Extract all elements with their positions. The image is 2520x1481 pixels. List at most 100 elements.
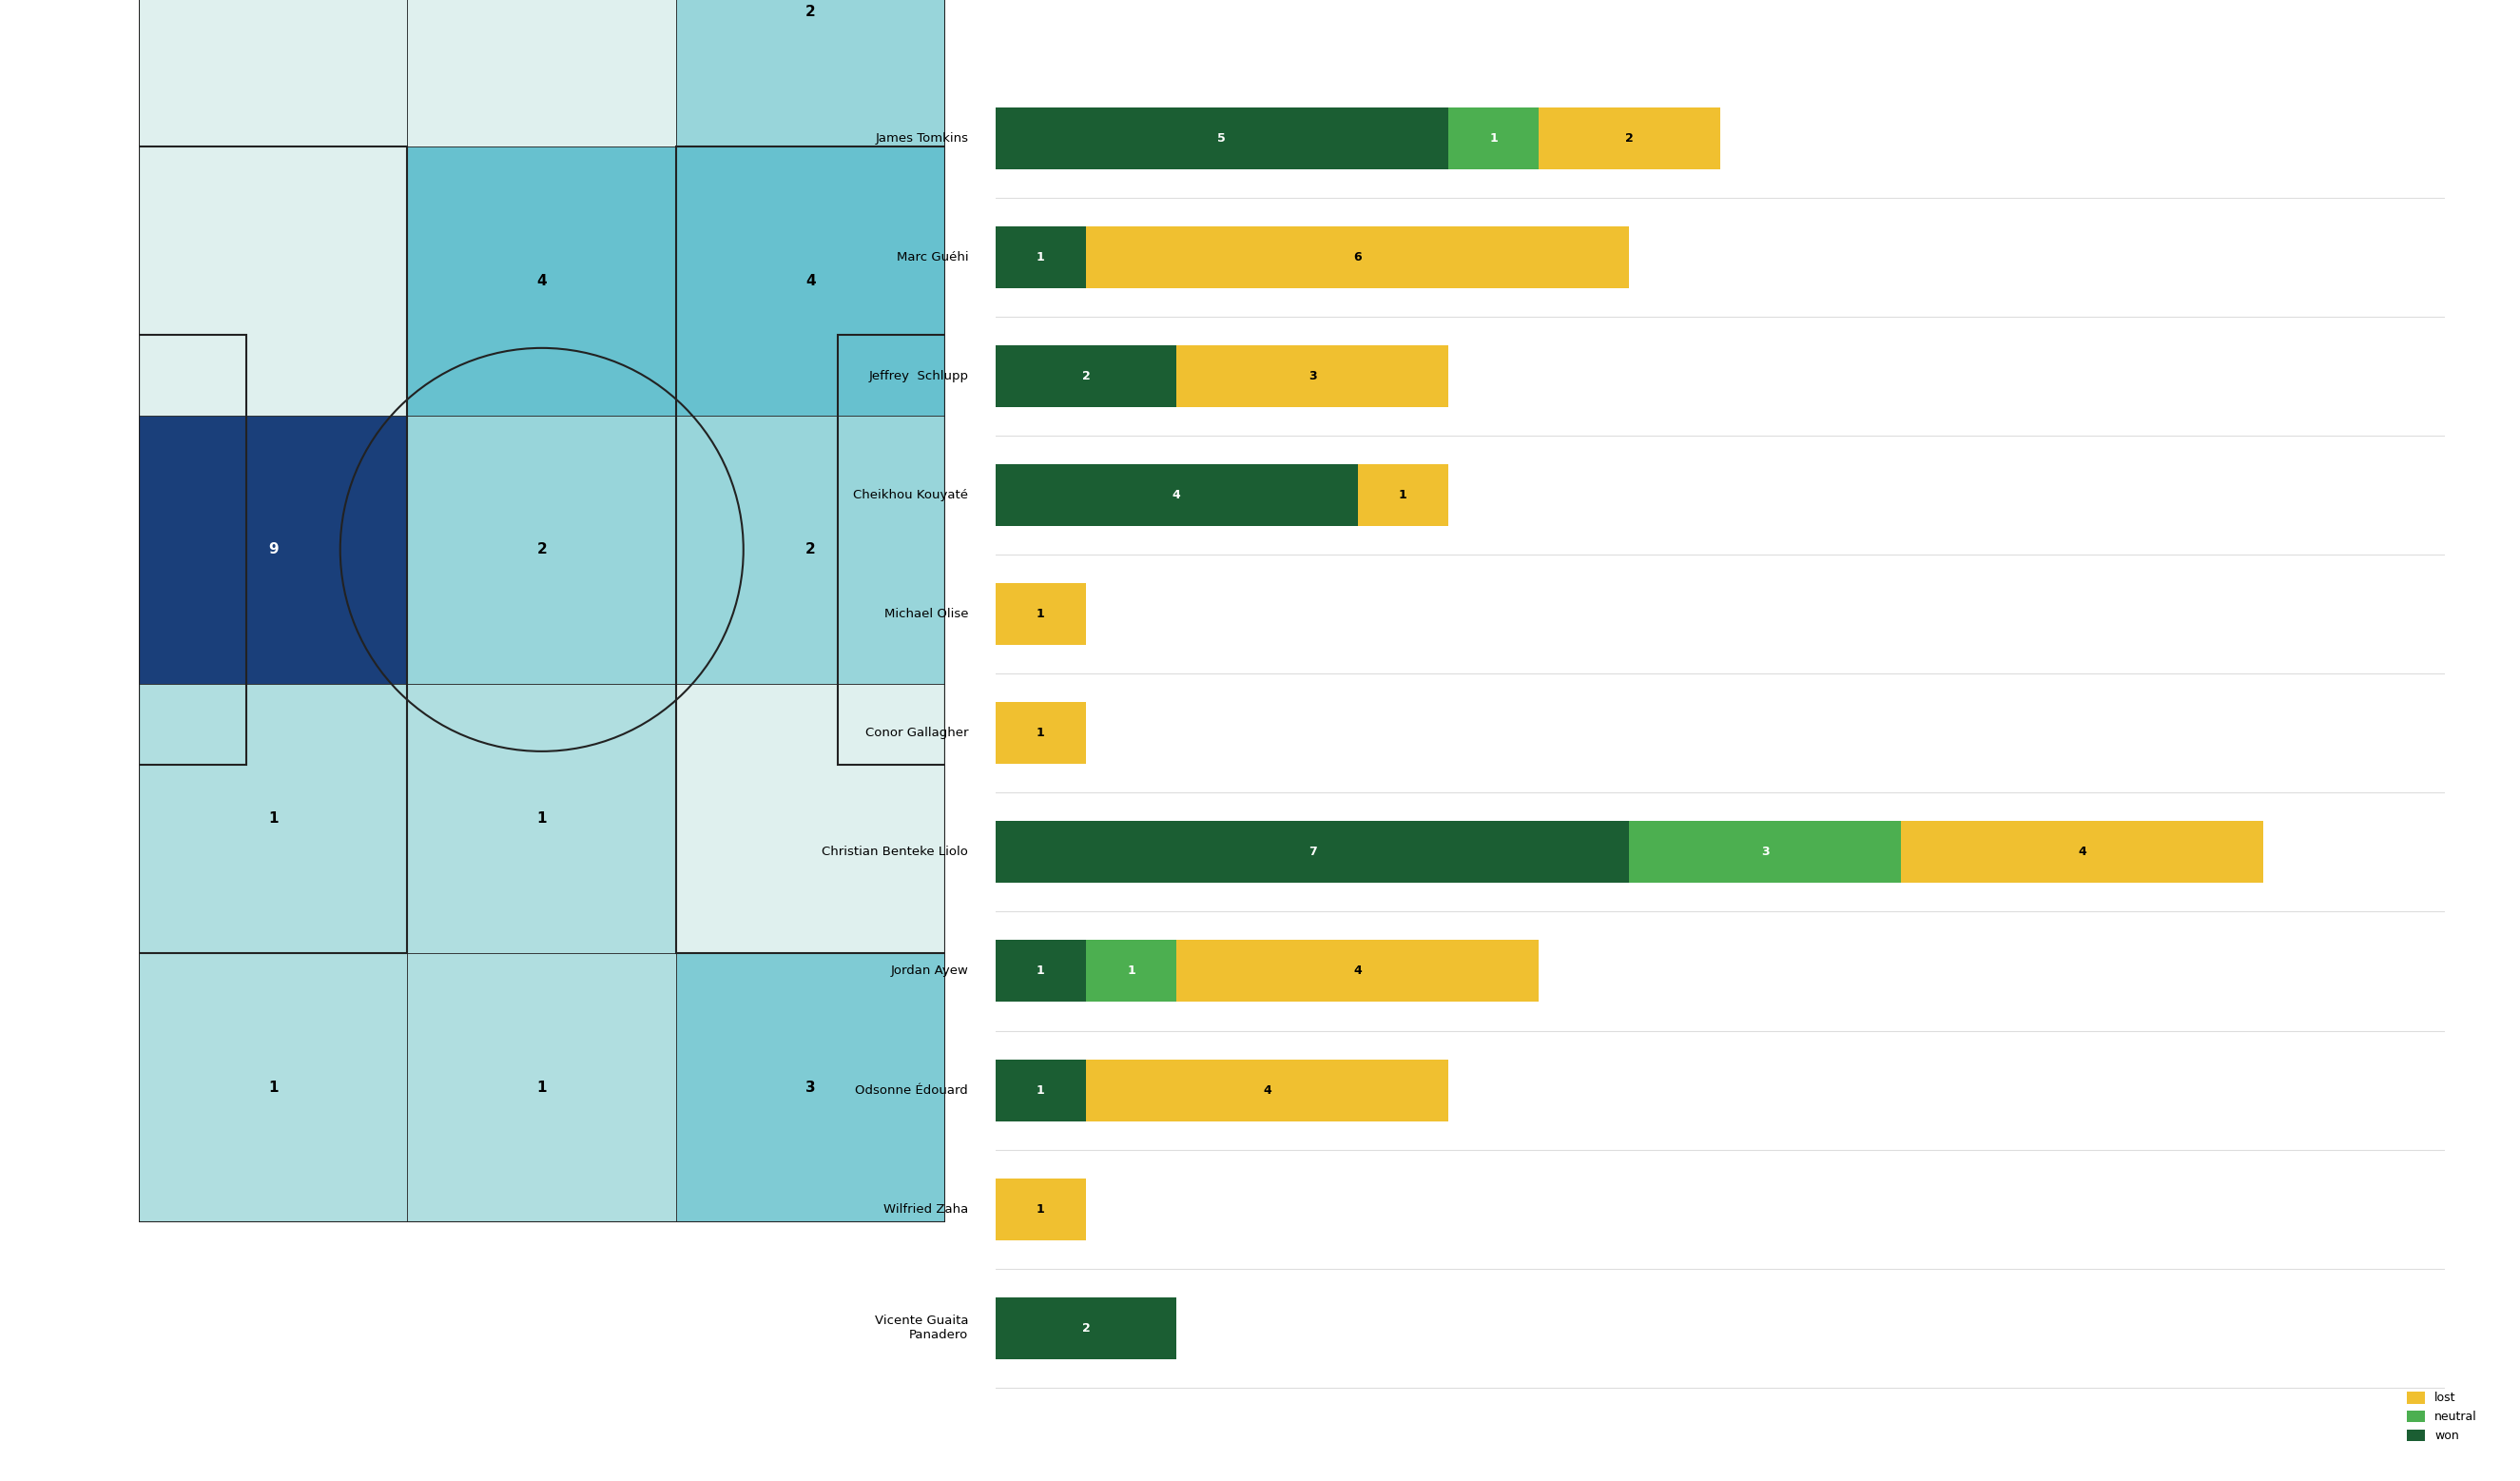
Text: 6: 6 bbox=[1353, 250, 1361, 264]
Text: Cheikhou Kouyaté: Cheikhou Kouyaté bbox=[854, 489, 968, 501]
Text: 1: 1 bbox=[1036, 250, 1046, 264]
Bar bbox=[675, 684, 945, 952]
Text: 2: 2 bbox=[267, 517, 277, 532]
Bar bbox=[1540, 107, 1719, 169]
Text: 4: 4 bbox=[537, 249, 547, 262]
Bar bbox=[1900, 820, 2263, 883]
Bar bbox=[675, 121, 945, 390]
Bar bbox=[139, 0, 408, 121]
Bar bbox=[675, 147, 945, 952]
Text: Wilfried Zaha: Wilfried Zaha bbox=[885, 1203, 968, 1216]
Bar bbox=[675, 390, 945, 659]
Text: 3: 3 bbox=[537, 517, 547, 532]
Bar bbox=[1177, 940, 1540, 1003]
Bar bbox=[675, 0, 945, 390]
Bar bbox=[995, 227, 1086, 287]
Bar bbox=[139, 415, 408, 684]
Text: 1: 1 bbox=[1036, 727, 1046, 739]
Text: 1: 1 bbox=[1036, 966, 1046, 977]
Bar bbox=[995, 820, 1630, 883]
Text: Vicente Guaita
Panadero: Vicente Guaita Panadero bbox=[874, 1315, 968, 1342]
Bar bbox=[675, 952, 945, 1222]
Bar bbox=[408, 390, 675, 659]
Bar bbox=[139, 0, 247, 201]
Bar bbox=[139, 147, 408, 415]
Bar bbox=[995, 345, 1177, 407]
Bar bbox=[408, 684, 675, 952]
Bar bbox=[408, 415, 675, 684]
Text: Michael Olise: Michael Olise bbox=[885, 607, 968, 621]
Bar bbox=[139, 684, 408, 952]
Text: Odsonne Édouard: Odsonne Édouard bbox=[854, 1084, 968, 1096]
Bar bbox=[408, 121, 675, 390]
Text: 1: 1 bbox=[1036, 607, 1046, 621]
Bar bbox=[139, 121, 408, 390]
Text: 3: 3 bbox=[1761, 846, 1769, 859]
Bar bbox=[139, 0, 408, 390]
Text: 5: 5 bbox=[1217, 132, 1225, 144]
Bar bbox=[1177, 345, 1449, 407]
Bar bbox=[995, 702, 1086, 764]
Text: 1: 1 bbox=[1399, 489, 1406, 501]
Text: 9: 9 bbox=[267, 542, 277, 557]
Text: 1: 1 bbox=[267, 812, 277, 825]
Text: 1: 1 bbox=[1036, 1203, 1046, 1216]
Text: 4: 4 bbox=[806, 274, 816, 287]
Text: 2: 2 bbox=[806, 542, 816, 557]
Bar bbox=[408, 952, 675, 1222]
Text: 2: 2 bbox=[1081, 370, 1091, 382]
Text: 1: 1 bbox=[1489, 132, 1497, 144]
Text: Marc Guéhi: Marc Guéhi bbox=[897, 250, 968, 264]
Bar bbox=[1449, 107, 1540, 169]
Text: Conor Gallagher: Conor Gallagher bbox=[864, 727, 968, 739]
Text: 1: 1 bbox=[537, 1080, 547, 1094]
Text: 2: 2 bbox=[537, 542, 547, 557]
Bar bbox=[675, 0, 945, 147]
Text: Jeffrey  Schlupp: Jeffrey Schlupp bbox=[869, 370, 968, 382]
Legend: lost, neutral, won: lost, neutral, won bbox=[2402, 1386, 2482, 1447]
Bar bbox=[675, 415, 945, 684]
Bar bbox=[1630, 820, 1900, 883]
Text: 2: 2 bbox=[1081, 1323, 1091, 1334]
Text: James Tomkins: James Tomkins bbox=[874, 132, 968, 144]
Text: 1: 1 bbox=[1126, 966, 1137, 977]
Text: 4: 4 bbox=[1172, 489, 1182, 501]
Bar bbox=[995, 1297, 1177, 1360]
Bar bbox=[837, 335, 945, 764]
Bar bbox=[995, 1179, 1086, 1240]
Bar bbox=[995, 940, 1086, 1003]
Text: Jordan Ayew: Jordan Ayew bbox=[890, 966, 968, 977]
Bar bbox=[139, 335, 247, 764]
Bar bbox=[995, 584, 1086, 646]
Text: 4: 4 bbox=[806, 517, 816, 532]
Text: 1: 1 bbox=[1036, 1084, 1046, 1096]
Text: 1: 1 bbox=[537, 812, 547, 825]
Bar bbox=[675, 0, 945, 121]
Bar bbox=[1358, 464, 1449, 526]
Bar bbox=[675, 147, 945, 415]
Bar bbox=[995, 1059, 1086, 1121]
Bar bbox=[139, 147, 408, 952]
Bar bbox=[995, 464, 1358, 526]
Text: 4: 4 bbox=[1353, 966, 1361, 977]
Bar bbox=[837, 0, 945, 201]
Text: 2: 2 bbox=[1625, 132, 1633, 144]
Text: 1: 1 bbox=[267, 249, 277, 262]
Text: Christian Benteke Liolo: Christian Benteke Liolo bbox=[822, 846, 968, 859]
Bar bbox=[1086, 940, 1177, 1003]
Bar bbox=[408, 0, 675, 121]
Text: 3: 3 bbox=[1308, 370, 1315, 382]
Bar bbox=[139, 952, 408, 1222]
Text: 2: 2 bbox=[806, 4, 816, 19]
Bar bbox=[995, 107, 1449, 169]
Text: 7: 7 bbox=[1308, 846, 1315, 859]
Text: 4: 4 bbox=[537, 274, 547, 287]
Text: 4: 4 bbox=[1263, 1084, 1270, 1096]
Text: 1: 1 bbox=[267, 1080, 277, 1094]
Text: 3: 3 bbox=[806, 1080, 816, 1094]
Text: 4: 4 bbox=[2079, 846, 2087, 859]
Bar bbox=[139, 0, 408, 147]
Bar bbox=[408, 0, 675, 147]
Bar bbox=[139, 390, 408, 659]
Bar bbox=[1086, 1059, 1449, 1121]
